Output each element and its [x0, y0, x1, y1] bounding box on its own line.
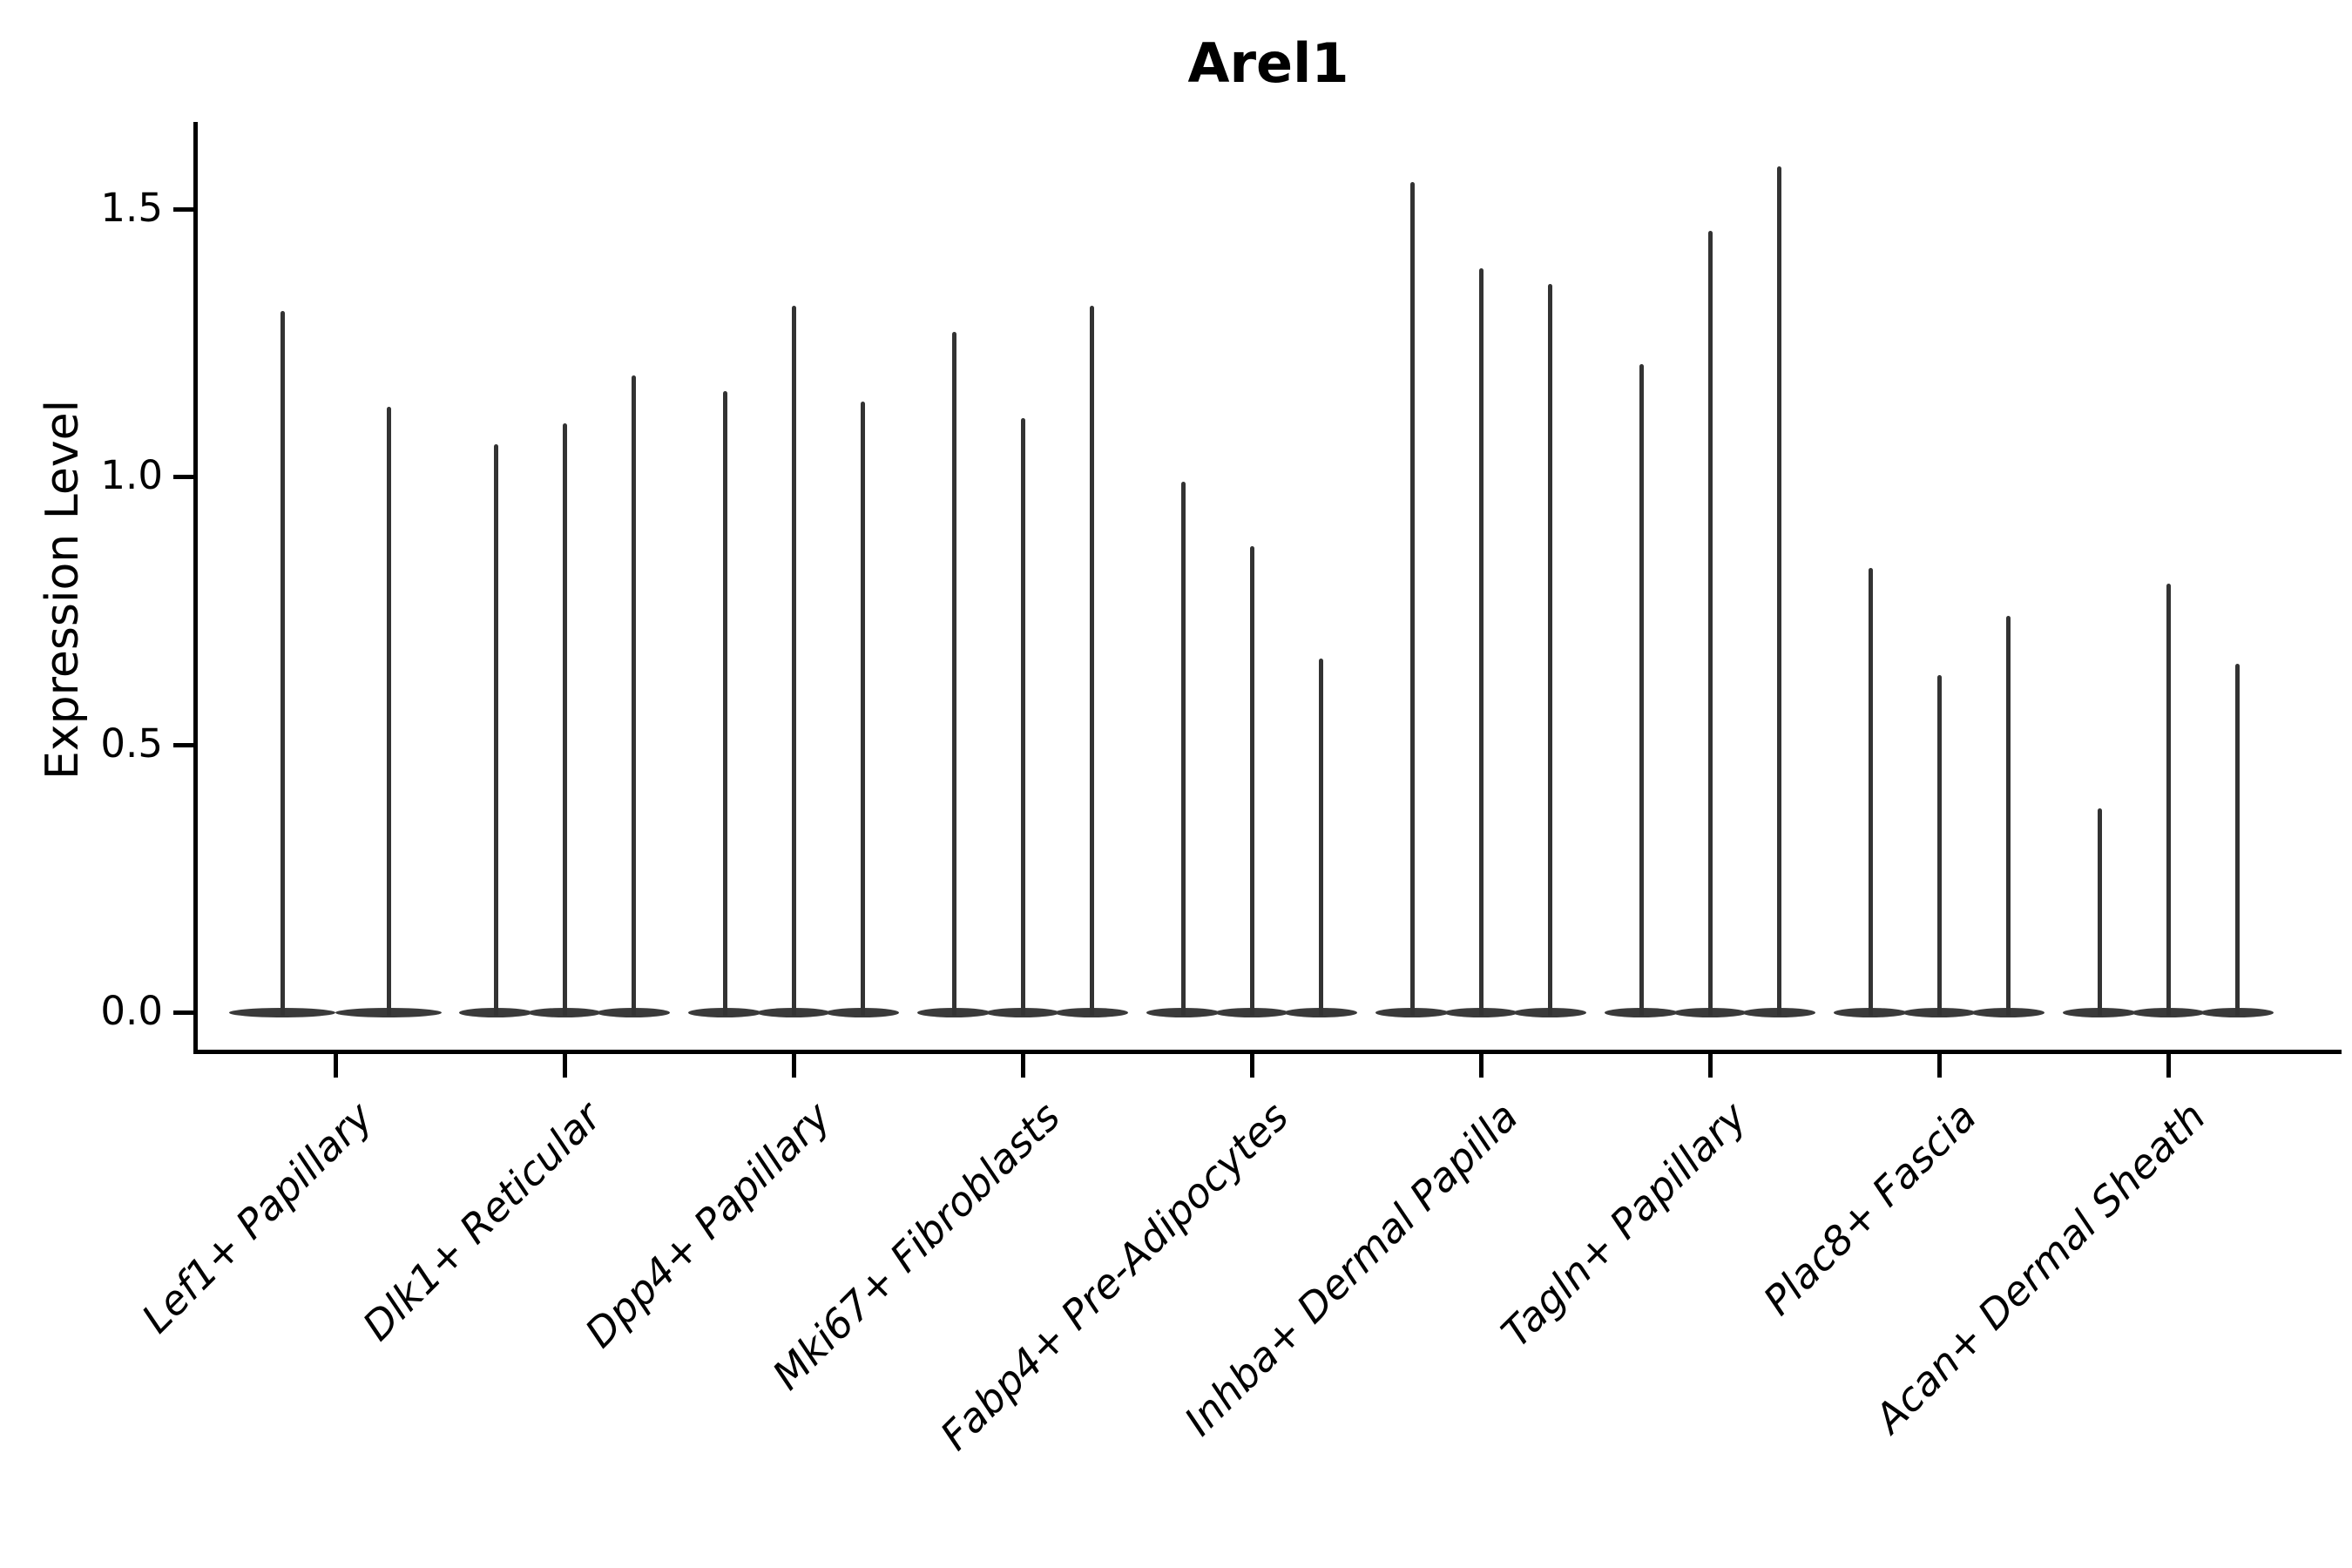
violin-spike — [2097, 808, 2102, 1016]
violin-spike — [1089, 305, 1094, 1016]
violin-spike — [1249, 546, 1254, 1016]
violin-spike — [493, 444, 498, 1016]
violin-spike — [1318, 659, 1323, 1016]
x-tick-label: Lef1+ Papillary — [132, 1092, 382, 1342]
plot-area — [193, 122, 2342, 1054]
violin-spike — [280, 310, 285, 1016]
x-axis-tick — [792, 1054, 796, 1078]
x-axis-tick — [334, 1054, 338, 1078]
violin-spike — [722, 390, 727, 1016]
x-tick-label: Dpp4+ Papillary — [576, 1092, 840, 1357]
violin-spike — [1707, 230, 1713, 1016]
x-axis-tick — [1937, 1054, 1942, 1078]
x-axis-tick — [1021, 1054, 1025, 1078]
violin-spike — [860, 402, 865, 1016]
violin-spike — [631, 375, 636, 1016]
y-axis-tick — [173, 1010, 193, 1015]
x-tick-label: Dlk1+ Reticular — [354, 1092, 611, 1350]
y-tick-label: 0.5 — [100, 720, 163, 767]
violin-spike — [386, 407, 391, 1016]
violin-spike — [951, 332, 956, 1016]
x-tick-label: Tagln+ Papillary — [1492, 1092, 1756, 1356]
y-tick-label: 0.0 — [100, 988, 163, 1034]
violin-spike — [1020, 417, 1025, 1016]
violin-spike — [2166, 584, 2171, 1016]
x-axis-tick — [1479, 1054, 1484, 1078]
y-axis-tick — [173, 475, 193, 480]
violin-spike — [1478, 267, 1484, 1016]
violin-spike — [1776, 166, 1781, 1016]
x-axis-tick — [2166, 1054, 2171, 1078]
violin-spike — [1639, 364, 1644, 1016]
y-axis-tick — [173, 206, 193, 212]
x-tick-label: Plac8+ Fascia — [1754, 1092, 1985, 1324]
violin-spike — [562, 422, 567, 1016]
chart-title: Arel1 — [1187, 31, 1349, 95]
violin-spike — [1547, 284, 1552, 1016]
violin-spike — [1868, 567, 1873, 1016]
x-axis-tick — [1708, 1054, 1713, 1078]
violin-spike — [791, 305, 796, 1016]
y-axis-tick — [173, 742, 193, 747]
violin-spike — [1936, 674, 1942, 1016]
x-axis-tick — [1250, 1054, 1254, 1078]
y-tick-label: 1.0 — [100, 452, 163, 499]
violin-spike — [1409, 182, 1415, 1016]
violin-spike — [2234, 664, 2240, 1016]
x-axis-tick — [563, 1054, 567, 1078]
violin-spike — [2005, 616, 2011, 1016]
violin-spike — [1180, 482, 1186, 1016]
y-tick-label: 1.5 — [100, 184, 163, 231]
